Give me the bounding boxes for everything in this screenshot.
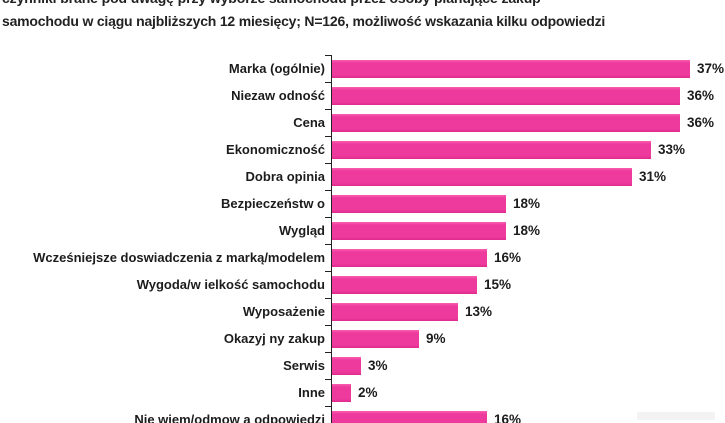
axis-tick [325, 136, 331, 137]
category-label: Cena [293, 115, 325, 130]
value-label: 13% [465, 304, 493, 319]
value-label: 37% [697, 61, 725, 76]
title-line1-clipped: czynniki brane pod uwagę przy wyborze sa… [2, 0, 725, 6]
category-axis-line [331, 55, 332, 423]
axis-tick [325, 82, 331, 83]
axis-tick [325, 298, 331, 299]
chart-title: samochodu w ciągu najbliższych 12 miesię… [2, 13, 606, 29]
category-label: Serwis [283, 358, 325, 373]
value-label: 16% [494, 412, 522, 423]
value-label: 9% [426, 331, 446, 346]
axis-tick [325, 190, 331, 191]
bar [332, 194, 506, 213]
bar [332, 383, 351, 402]
category-label: Marka (ogólnie) [228, 61, 325, 76]
category-label: Inne [298, 385, 325, 400]
value-label: 18% [513, 196, 541, 211]
category-label: Ekonomiczność [226, 142, 325, 157]
category-label: Nie wiem/odmow a odpowiedzi [134, 412, 325, 423]
bar [332, 356, 361, 375]
value-label: 33% [658, 142, 686, 157]
bar [332, 167, 632, 186]
category-label: Wyposażenie [242, 304, 325, 319]
axis-tick [325, 406, 331, 407]
bar [332, 248, 487, 267]
bar [332, 140, 651, 159]
value-label: 36% [687, 88, 715, 103]
category-label: Okazyj ny zakup [223, 331, 325, 346]
category-label: Wcześniejsze doswiadczenia z marką/model… [33, 250, 325, 265]
axis-tick [325, 352, 331, 353]
axis-tick [325, 271, 331, 272]
bar [332, 329, 419, 348]
value-label: 18% [513, 223, 541, 238]
axis-tick [325, 217, 331, 218]
bar [332, 221, 506, 240]
category-label: Wygoda/w ielkość samochodu [136, 277, 325, 292]
value-label: 2% [358, 385, 378, 400]
axis-tick [325, 109, 331, 110]
value-label: 16% [494, 250, 522, 265]
axis-tick [325, 379, 331, 380]
category-label: Niezaw odność [231, 88, 325, 103]
category-label: Wygląd [279, 223, 325, 238]
value-label: 31% [639, 169, 667, 184]
bar [332, 113, 680, 132]
bar-chart-plot: Marka (ogólnie) 37% Niezaw odność 36% Cena 36… [0, 55, 725, 423]
category-label: Bezpieczeństw o [220, 196, 325, 211]
axis-tick [325, 163, 331, 164]
watermark [637, 412, 715, 420]
axis-tick [325, 55, 331, 56]
axis-tick [325, 325, 331, 326]
value-label: 36% [687, 115, 715, 130]
category-label: Dobra opinia [245, 169, 325, 184]
axis-tick [325, 244, 331, 245]
bar [332, 275, 477, 294]
bar [332, 410, 487, 423]
bar [332, 302, 458, 321]
bar [332, 86, 680, 105]
value-label: 15% [484, 277, 512, 292]
value-label: 3% [368, 358, 388, 373]
bar [332, 59, 690, 78]
